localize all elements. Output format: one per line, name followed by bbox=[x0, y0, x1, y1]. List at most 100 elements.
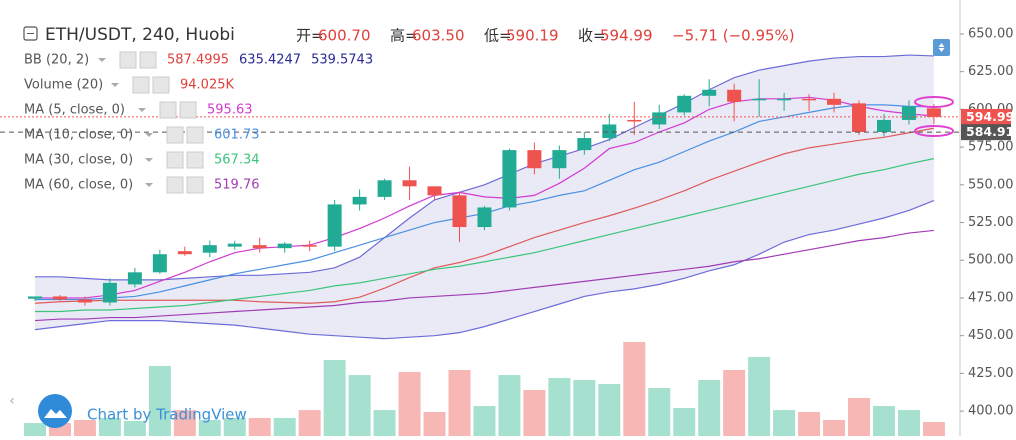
candle-body bbox=[702, 89, 717, 96]
candle-body bbox=[876, 119, 891, 133]
candle-body bbox=[227, 243, 242, 247]
volume-bar bbox=[173, 410, 196, 436]
legend-name: MA (10, close, 0) bbox=[24, 128, 133, 143]
price-axis bbox=[960, 0, 1016, 436]
candle-body bbox=[252, 245, 267, 249]
y-tick-label: 550.00 bbox=[968, 177, 1014, 192]
candle-body bbox=[402, 180, 417, 187]
ohlc-value: 603.50 bbox=[412, 27, 465, 45]
volume-bar bbox=[298, 410, 321, 436]
candle-body bbox=[477, 207, 492, 228]
y-tick-label: 500.00 bbox=[968, 253, 1014, 268]
volume-bar bbox=[723, 369, 746, 436]
legend-button[interactable] bbox=[166, 176, 184, 194]
ohlc-value: 590.19 bbox=[506, 27, 559, 45]
legend-button[interactable] bbox=[179, 101, 197, 119]
legend-dropdown[interactable] bbox=[145, 133, 153, 137]
price-tag bbox=[961, 124, 1011, 141]
volume-bar bbox=[98, 417, 121, 436]
scroll-icon bbox=[938, 43, 945, 52]
legend-dropdown[interactable] bbox=[98, 58, 106, 62]
candle-body bbox=[377, 180, 392, 197]
volume-bar bbox=[872, 406, 895, 436]
candle-body bbox=[302, 245, 317, 247]
ohlc-label: 低= bbox=[484, 27, 512, 45]
axis-labels: 650.00625.00600.00575.00550.00525.00500.… bbox=[960, 26, 1014, 419]
legend-value: 539.5743 bbox=[311, 53, 373, 68]
candle-body bbox=[802, 98, 817, 101]
volume-bar bbox=[823, 420, 846, 436]
legend-name: MA (60, close, 0) bbox=[24, 178, 133, 193]
legend-value: 567.34 bbox=[214, 153, 260, 168]
candle-body bbox=[152, 254, 167, 273]
legend-dropdown[interactable] bbox=[145, 183, 153, 187]
legend-button[interactable] bbox=[186, 126, 204, 144]
legend-name: MA (30, close, 0) bbox=[24, 153, 133, 168]
bb-line bbox=[35, 54, 934, 281]
volume-bar bbox=[623, 341, 646, 436]
y-tick-label: 525.00 bbox=[968, 215, 1014, 230]
legend-button[interactable] bbox=[152, 76, 170, 94]
candle-body bbox=[727, 89, 742, 102]
candle-body bbox=[552, 150, 567, 169]
symbol: ETH/USDT, 240, Huobi bbox=[45, 25, 235, 45]
legend-button[interactable] bbox=[159, 101, 177, 119]
ma-line bbox=[34, 229, 934, 322]
volume-bar bbox=[848, 398, 871, 436]
legend-button[interactable] bbox=[166, 126, 184, 144]
scroll-left[interactable]: ‹ bbox=[9, 393, 15, 409]
candle-body bbox=[352, 196, 367, 205]
legend-value: 519.76 bbox=[214, 178, 260, 193]
price-tag bbox=[961, 108, 1011, 125]
legend-button[interactable] bbox=[139, 51, 157, 69]
legend-button[interactable] bbox=[186, 176, 204, 194]
legend-button[interactable] bbox=[119, 51, 137, 69]
scroll-button[interactable] bbox=[933, 39, 950, 56]
candle-body bbox=[901, 106, 916, 120]
collapse-icon[interactable] bbox=[23, 26, 38, 41]
legend-dropdown[interactable] bbox=[111, 83, 119, 87]
candle-body bbox=[777, 98, 792, 101]
legend-dropdown[interactable] bbox=[138, 108, 146, 112]
bb-line bbox=[34, 127, 935, 304]
volume-bar bbox=[373, 410, 396, 436]
price-tag-label: 594.99 bbox=[966, 109, 1014, 124]
logo bbox=[38, 394, 72, 428]
price-tag-label: 584.91 bbox=[966, 124, 1014, 139]
y-tick-label: 475.00 bbox=[968, 290, 1014, 305]
volume-bar bbox=[773, 410, 796, 436]
ohlc-label: 收= bbox=[578, 27, 606, 45]
volume-bar bbox=[648, 388, 671, 436]
legend-button[interactable] bbox=[186, 151, 204, 169]
volume-bar bbox=[24, 423, 46, 436]
y-tick-label: 575.00 bbox=[968, 140, 1014, 155]
volume-bar bbox=[523, 389, 546, 436]
legend-dropdown[interactable] bbox=[145, 158, 153, 162]
legend-name: Volume (20) bbox=[24, 78, 103, 93]
legend: BB (20, 2) 587.4995 635.4247 539.5743 Volume… bbox=[24, 51, 373, 194]
candle-body bbox=[677, 95, 692, 113]
legend-value: 595.63 bbox=[207, 103, 253, 118]
volume-bar bbox=[323, 360, 346, 436]
candle-body bbox=[577, 138, 592, 151]
ohlc-label: 开= bbox=[296, 27, 324, 45]
y-tick-label: 650.00 bbox=[968, 26, 1014, 41]
legend-button[interactable] bbox=[166, 151, 184, 169]
volume-bar bbox=[473, 406, 496, 436]
legend-button[interactable] bbox=[132, 76, 150, 94]
volume-bar bbox=[123, 420, 146, 436]
change: −5.71 (−0.95%) bbox=[672, 27, 795, 45]
candle-body bbox=[427, 186, 442, 196]
legend-value: 635.4247 bbox=[239, 53, 301, 68]
candle-body bbox=[127, 272, 142, 285]
volume-bar bbox=[273, 417, 296, 436]
candle-body bbox=[202, 245, 217, 253]
candle-body bbox=[852, 103, 867, 133]
volume-bar bbox=[73, 420, 96, 436]
volume-bar bbox=[673, 407, 696, 436]
volume-bar bbox=[423, 412, 446, 436]
annotation-ellipse bbox=[914, 96, 954, 108]
legend-name: BB (20, 2) bbox=[24, 53, 89, 68]
candle-body bbox=[452, 195, 467, 228]
